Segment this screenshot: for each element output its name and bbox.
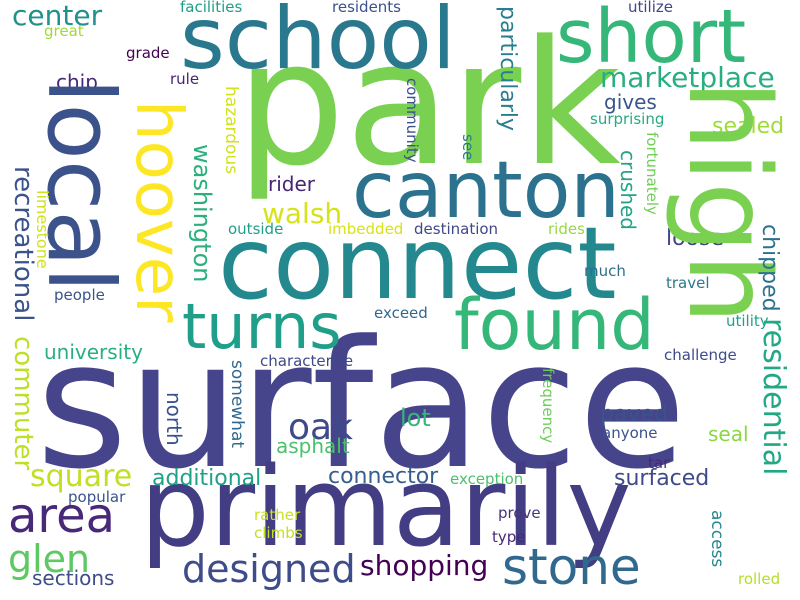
word-oak: oak <box>288 407 353 448</box>
word-characterize: characterize <box>260 352 354 370</box>
word-glen: glen <box>8 537 91 581</box>
word-climbs: climbs <box>254 524 303 542</box>
word-rolled: rolled <box>738 570 781 588</box>
word-rides: rides <box>548 220 585 238</box>
word-stone: stone <box>502 538 641 596</box>
word-sealed: sealed <box>712 114 785 139</box>
word-grade: grade <box>126 44 170 62</box>
word-prove: prove <box>498 504 541 522</box>
word-particularly: particularly <box>495 6 520 132</box>
word-imbedded: imbedded <box>328 220 404 238</box>
word-destination: destination <box>414 220 499 238</box>
word-found: found <box>454 284 655 366</box>
word-marketplace: marketplace <box>600 61 775 94</box>
word-lot: lot <box>400 404 431 432</box>
word-university: university <box>44 340 143 364</box>
word-utilize: utilize <box>628 0 673 16</box>
word-facilities: facilities <box>180 0 243 16</box>
word-rather: rather <box>254 506 301 524</box>
word-hazardous: hazardous <box>221 86 241 175</box>
word-popular: popular <box>68 488 126 506</box>
word-primarily: primarily <box>140 443 632 571</box>
word-much: much <box>584 262 626 280</box>
word-see: see <box>459 134 477 161</box>
word-square: square <box>30 459 133 494</box>
word-connect: connect <box>218 205 617 322</box>
word-asphalt: asphalt <box>276 434 350 458</box>
word-residents: residents <box>332 0 402 16</box>
word-washington: washington <box>188 144 216 283</box>
word-connector: connector <box>328 464 439 489</box>
word-anyone: anyone <box>602 424 658 442</box>
word-rule: rule <box>170 70 200 88</box>
word-tar: tar <box>648 454 670 472</box>
word-loose: loose <box>666 226 725 251</box>
word-travel: travel <box>666 274 710 292</box>
word-rider: rider <box>268 172 316 196</box>
word-fortunately: fortunately <box>643 132 661 215</box>
word-park: park <box>236 3 621 204</box>
word-area: area <box>8 488 116 544</box>
word-exception: exception <box>450 470 524 488</box>
word-seal: seal <box>708 422 749 446</box>
word-high: high <box>663 80 793 325</box>
word-great: great <box>44 22 84 40</box>
word-canton: canton <box>352 146 620 236</box>
word-short: short <box>556 0 747 80</box>
word-challenge: challenge <box>664 346 737 364</box>
word-commuter: commuter <box>8 336 38 471</box>
word-school: school <box>180 0 456 89</box>
word-residential: residential <box>756 318 791 476</box>
word-hoover: hoover <box>121 100 195 323</box>
word-chip: chip <box>56 70 98 94</box>
word-turns: turns <box>182 290 342 363</box>
word-somewhat: somewhat <box>227 360 247 449</box>
word-surfaced: surfaced <box>614 466 710 491</box>
word-north: north <box>162 392 186 446</box>
word-shopping: shopping <box>360 549 489 582</box>
word-chipped: chipped <box>757 224 782 312</box>
word-people: people <box>54 286 105 304</box>
word-utility: utility <box>726 312 769 330</box>
word-type: type <box>492 528 526 546</box>
word-access: access <box>707 510 727 568</box>
word-community: community <box>403 78 421 163</box>
word-recreational: recreational <box>8 166 38 322</box>
word-local: local <box>27 78 134 293</box>
word-additional: additional <box>152 466 262 491</box>
word-crushed: crushed <box>616 150 640 230</box>
word-frequency: frequency <box>539 368 557 444</box>
word-designed: designed <box>182 547 356 591</box>
word-gives: gives <box>604 90 657 114</box>
word-surprising: surprising <box>590 110 665 128</box>
word-center: center <box>12 0 103 32</box>
word-paved: paved <box>600 402 668 427</box>
word-limestone: limestone <box>33 190 52 269</box>
word-walsh: walsh <box>262 197 343 230</box>
word-exceed: exceed <box>374 304 428 322</box>
word-sections: sections <box>32 566 115 590</box>
word-outside: outside <box>228 220 284 238</box>
word-surface: surface <box>36 303 687 508</box>
